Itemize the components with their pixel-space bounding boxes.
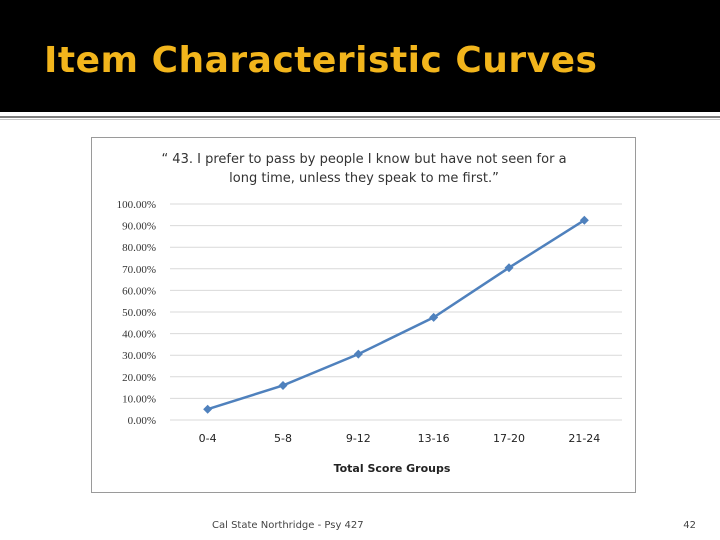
y-axis-ticks: 0.00% 10.00% 20.00% 30.00% 40.00% 50.00% 60.00… (117, 199, 156, 427)
data-point-marker (579, 215, 589, 225)
page-number: 42 (683, 520, 696, 531)
y-tick-label: 10.00% (122, 393, 156, 405)
x-axis-label: Total Score Groups (334, 462, 451, 475)
x-tick-label: 0-4 (199, 432, 217, 445)
data-point-marker (278, 380, 288, 390)
chart-title: “ 43. I prefer to pass by people I know … (161, 152, 566, 186)
chart-title-line-1: “ 43. I prefer to pass by people I know … (161, 152, 566, 167)
y-tick-label: 40.00% (122, 329, 156, 341)
chart-frame: “ 43. I prefer to pass by people I know … (91, 137, 636, 493)
y-tick-label: 50.00% (122, 307, 156, 319)
y-tick-label: 80.00% (122, 242, 156, 254)
y-tick-label: 100.00% (117, 199, 156, 211)
x-tick-label: 9-12 (346, 432, 371, 445)
slide-title: Item Characteristic Curves (44, 40, 598, 81)
y-tick-label: 90.00% (122, 221, 156, 233)
divider-line-secondary (0, 119, 720, 120)
x-tick-label: 21-24 (568, 432, 600, 445)
series-line (207, 219, 586, 411)
gridlines (170, 203, 622, 421)
data-point-marker (203, 404, 213, 414)
x-tick-label: 5-8 (274, 432, 292, 445)
chart-title-line-2: long time, unless they speak to me first… (229, 171, 499, 186)
x-axis-ticks: 0-4 5-8 9-12 13-16 17-20 21-24 (199, 432, 601, 445)
y-tick-label: 20.00% (122, 372, 156, 384)
divider-line (0, 116, 720, 118)
x-tick-label: 13-16 (418, 432, 450, 445)
data-point-marker (429, 312, 439, 322)
y-tick-label: 60.00% (122, 285, 156, 297)
y-tick-label: 30.00% (122, 350, 156, 362)
data-point-marker (353, 349, 363, 359)
y-tick-label: 70.00% (122, 264, 156, 276)
line-chart: “ 43. I prefer to pass by people I know … (117, 152, 622, 475)
footer-text: Cal State Northridge - Psy 427 (212, 520, 364, 531)
x-tick-label: 17-20 (493, 432, 525, 445)
y-tick-label: 0.00% (128, 415, 156, 427)
series-group (203, 215, 589, 414)
title-bar (0, 0, 720, 112)
data-point-marker (504, 263, 514, 273)
